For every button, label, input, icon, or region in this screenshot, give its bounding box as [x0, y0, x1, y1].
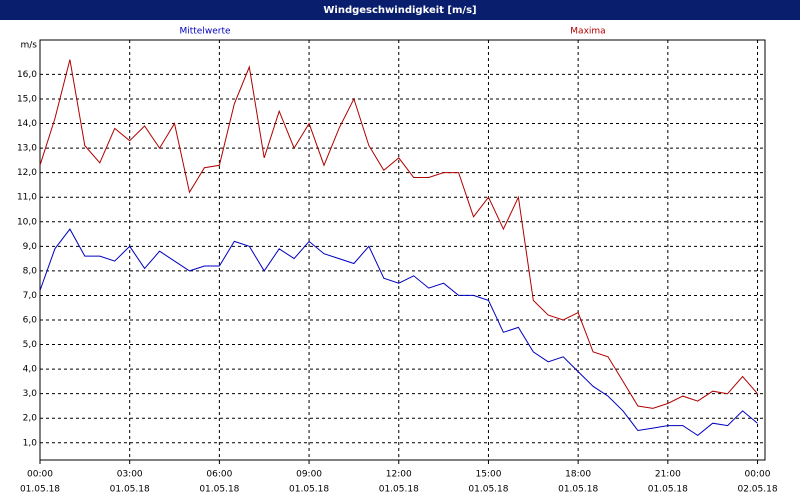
- x-tick-date: 01.05.18: [110, 485, 150, 495]
- y-tick-label: 7,0: [23, 291, 38, 301]
- y-tick-label: 4,0: [23, 365, 38, 375]
- x-tick-date: 01.05.18: [199, 485, 239, 495]
- x-tick-label: 06:00: [206, 470, 232, 480]
- x-tick-date: 01.05.18: [648, 485, 688, 495]
- y-tick-label: 12,0: [17, 168, 37, 178]
- x-tick-date: 01.05.18: [289, 485, 329, 495]
- y-tick-label: 2,0: [23, 414, 38, 424]
- title-bar: [0, 0, 800, 20]
- x-tick-label: 18:00: [565, 470, 591, 480]
- y-tick-label: 6,0: [23, 316, 38, 326]
- plot-area: [39, 39, 766, 461]
- x-tick-date: 01.05.18: [379, 485, 419, 495]
- series-line: [39, 59, 758, 409]
- y-tick-label: 8,0: [23, 266, 38, 276]
- x-tick-label: 21:00: [655, 470, 681, 480]
- legend-entry: Mittelwerte: [179, 27, 230, 37]
- y-tick-label: 14,0: [17, 119, 37, 129]
- y-tick-label: 5,0: [23, 340, 38, 350]
- x-tick-label: 00:00: [745, 470, 771, 480]
- y-tick-label: 11,0: [17, 193, 37, 203]
- x-tick-date: 01.05.18: [20, 485, 60, 495]
- y-tick-label: 9,0: [23, 242, 38, 252]
- x-tick-date: 01.05.18: [468, 485, 508, 495]
- chart-title: Windgeschwindigkeit [m/s]: [323, 5, 476, 16]
- x-tick-label: 12:00: [386, 470, 412, 480]
- y-tick-label: 1,0: [23, 438, 38, 448]
- y-tick-label: 16,0: [17, 70, 37, 80]
- x-tick-date: 02.05.18: [737, 485, 777, 495]
- x-tick-label: 09:00: [296, 470, 322, 480]
- y-tick-label: 13,0: [17, 144, 37, 154]
- x-tick-date: 01.05.18: [558, 485, 598, 495]
- y-tick-label: 3,0: [23, 389, 38, 399]
- series-line: [39, 228, 758, 437]
- y-tick-label: 15,0: [17, 94, 37, 104]
- x-tick-label: 15:00: [475, 470, 501, 480]
- x-tick-label: 03:00: [117, 470, 143, 480]
- y-tick-label: 10,0: [17, 217, 37, 227]
- y-axis-label: m/s: [21, 41, 38, 51]
- legend-entry: Maxima: [570, 27, 605, 37]
- x-tick-label: 00:00: [27, 470, 53, 480]
